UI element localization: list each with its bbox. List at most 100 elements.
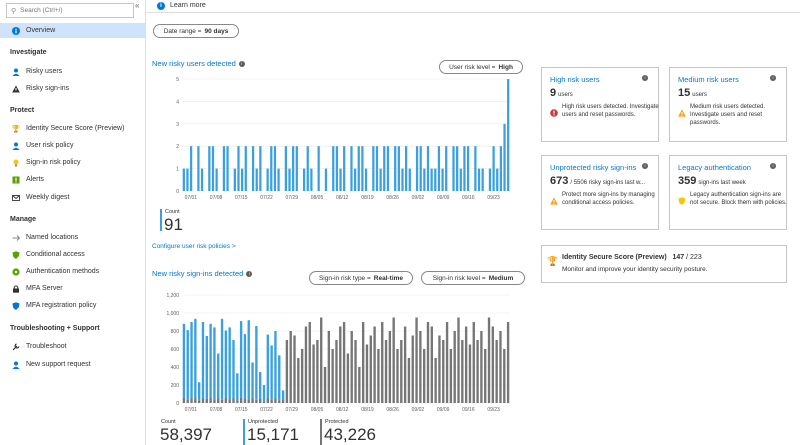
bar-unprotected[interactable] xyxy=(182,323,186,398)
bar-protected[interactable] xyxy=(342,322,346,403)
bar-protected[interactable] xyxy=(217,398,220,404)
bar-protected[interactable] xyxy=(262,401,266,403)
bar[interactable] xyxy=(244,146,247,191)
bar-unprotected[interactable] xyxy=(201,322,205,399)
bar-protected[interactable] xyxy=(491,326,495,404)
bar-unprotected[interactable] xyxy=(259,371,262,399)
bar[interactable] xyxy=(394,146,397,191)
bar[interactable] xyxy=(408,168,411,191)
nav-conditional-access[interactable]: Conditional access xyxy=(0,247,145,262)
search-box[interactable]: ⚲ xyxy=(6,3,134,18)
nav-mfa-registration-policy[interactable]: MFA registration policy xyxy=(0,298,145,313)
bar[interactable] xyxy=(310,168,313,191)
bar[interactable] xyxy=(295,146,298,191)
configure-user-risk-link[interactable]: Configure user risk policies > xyxy=(152,243,236,250)
bar-protected[interactable] xyxy=(392,317,395,404)
bar[interactable] xyxy=(361,146,364,191)
bar[interactable] xyxy=(488,168,492,191)
bar[interactable] xyxy=(197,146,200,191)
bar-protected[interactable] xyxy=(228,399,231,403)
bar-unprotected[interactable] xyxy=(243,334,247,399)
bar[interactable] xyxy=(233,168,236,191)
bar-protected[interactable] xyxy=(220,399,224,403)
bar-protected[interactable] xyxy=(369,335,372,404)
bar[interactable] xyxy=(317,146,320,191)
bar[interactable] xyxy=(401,168,404,191)
bar[interactable] xyxy=(189,146,193,191)
bar-protected[interactable] xyxy=(361,322,365,403)
bar[interactable] xyxy=(215,168,218,191)
bar[interactable] xyxy=(306,146,309,191)
bar-unprotected[interactable] xyxy=(194,318,197,399)
signin-risk-type-filter[interactable]: Sign-in risk type = Real-time xyxy=(309,271,413,285)
bar[interactable] xyxy=(463,146,466,191)
bar-unprotected[interactable] xyxy=(190,322,193,399)
bar-protected[interactable] xyxy=(449,349,453,403)
bar[interactable] xyxy=(492,146,495,191)
bar[interactable] xyxy=(430,168,433,191)
bar[interactable] xyxy=(357,146,360,191)
identity-secure-score-card[interactable]: 🏆 Identity Secure Score (Preview) 147 / … xyxy=(541,245,787,283)
bar-protected[interactable] xyxy=(289,331,292,403)
bar-protected[interactable] xyxy=(308,322,311,403)
bar-unprotected[interactable] xyxy=(209,323,212,398)
bar-protected[interactable] xyxy=(274,398,277,404)
bar-protected[interactable] xyxy=(243,398,247,403)
bar[interactable] xyxy=(270,146,273,191)
nav-overview[interactable]: Overview xyxy=(0,23,145,38)
bar[interactable] xyxy=(405,146,408,191)
learn-more-link[interactable]: Learn more xyxy=(170,2,206,9)
bar[interactable] xyxy=(364,168,368,191)
bar[interactable] xyxy=(222,146,226,191)
bar-protected[interactable] xyxy=(373,326,376,404)
bar-protected[interactable] xyxy=(472,322,475,403)
bar-protected[interactable] xyxy=(411,335,414,404)
bar-protected[interactable] xyxy=(293,335,296,404)
bar-unprotected[interactable] xyxy=(186,330,189,400)
bar-protected[interactable] xyxy=(266,397,269,403)
bar[interactable] xyxy=(437,146,441,191)
bar-protected[interactable] xyxy=(503,349,506,403)
bar-protected[interactable] xyxy=(445,322,449,403)
bar-protected[interactable] xyxy=(430,326,433,404)
bar[interactable] xyxy=(423,168,426,191)
bar[interactable] xyxy=(302,168,306,191)
bar[interactable] xyxy=(456,146,459,191)
bar-protected[interactable] xyxy=(506,322,510,403)
nav-user-risk-policy[interactable]: User risk policy xyxy=(0,138,145,153)
bar-protected[interactable] xyxy=(499,331,502,403)
bar-protected[interactable] xyxy=(232,398,235,404)
bar[interactable] xyxy=(277,168,280,191)
bar[interactable] xyxy=(335,146,339,191)
bar-unprotected[interactable] xyxy=(281,390,285,400)
bar-protected[interactable] xyxy=(236,400,239,403)
bar-protected[interactable] xyxy=(239,397,243,403)
unprotected-signins-card[interactable]: Unprotected risky sign-ins i 673/ 5506 r… xyxy=(541,155,659,230)
bar[interactable] xyxy=(353,168,357,191)
bar-unprotected[interactable] xyxy=(217,353,220,399)
bar[interactable] xyxy=(186,168,189,191)
bar[interactable] xyxy=(481,168,484,191)
collapse-sidebar-icon[interactable]: « xyxy=(135,1,140,10)
bar-protected[interactable] xyxy=(285,340,289,403)
nav-new-support-request[interactable]: New support request xyxy=(0,357,145,372)
bar-protected[interactable] xyxy=(251,398,254,404)
bar[interactable] xyxy=(200,168,204,191)
bar-protected[interactable] xyxy=(297,358,300,403)
bar-protected[interactable] xyxy=(213,399,216,403)
bar-protected[interactable] xyxy=(316,340,319,403)
medium-risk-users-card[interactable]: Medium risk users i 15 users Medium risk … xyxy=(669,67,787,142)
bar-protected[interactable] xyxy=(468,344,472,404)
bar-unprotected[interactable] xyxy=(197,382,201,401)
bar-unprotected[interactable] xyxy=(278,355,281,401)
bar[interactable] xyxy=(474,146,477,191)
high-risk-users-card[interactable]: High risk users i 9 users High risk users… xyxy=(541,67,659,142)
bar-protected[interactable] xyxy=(396,349,399,403)
bar-protected[interactable] xyxy=(377,349,380,403)
bar-protected[interactable] xyxy=(259,398,262,403)
bar-protected[interactable] xyxy=(201,398,205,404)
bar-unprotected[interactable] xyxy=(228,327,231,400)
bar[interactable] xyxy=(255,168,258,191)
bar-protected[interactable] xyxy=(426,322,430,403)
bar-protected[interactable] xyxy=(381,322,384,403)
